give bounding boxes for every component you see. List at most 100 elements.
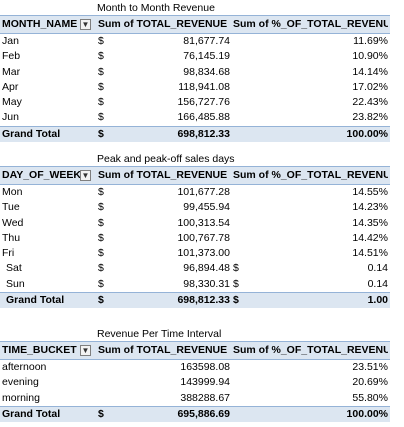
currency-symbol: $ — [98, 294, 104, 307]
table-row: Jun $166,485.88 23.82% — [0, 110, 390, 125]
day-label: Sat — [6, 262, 22, 275]
day-label: Tue — [2, 201, 20, 214]
revenue-value: 118,941.08 — [178, 80, 230, 93]
percent-value: 0.14 — [367, 277, 388, 290]
grand-total-row: Grand Total $695,886.69 100.00% — [0, 405, 390, 423]
currency-symbol: $ — [233, 277, 239, 290]
currency-symbol: $ — [98, 247, 104, 260]
percent-value: 22.43% — [352, 96, 388, 109]
table-row: Jan $81,677.74 11.69% — [0, 34, 390, 49]
currency-symbol: $ — [98, 50, 104, 63]
percent-value: 0.14 — [367, 262, 388, 275]
percent-value: 14.55% — [352, 186, 388, 198]
table-row: May $156,727.76 22.43% — [0, 95, 390, 110]
pivot-table-month: MONTH_NAME ▼ Sum of TOTAL_REVENUE Sum of… — [0, 15, 390, 143]
filter-dropdown-icon[interactable]: ▼ — [80, 170, 91, 181]
table-row: Thu $100,767.78 14.42% — [0, 231, 390, 246]
revenue-value: 96,894.48 — [183, 262, 230, 275]
currency-symbol: $ — [98, 216, 104, 229]
table-row: Feb $76,145.19 10.90% — [0, 49, 390, 64]
revenue-header: Sum of TOTAL_REVENUE — [98, 169, 228, 181]
percent-total: 1.00 — [367, 294, 388, 307]
table-row: evening 143999.94 20.69% — [0, 375, 390, 390]
percent-value: 14.14% — [352, 65, 388, 78]
currency-symbol: $ — [98, 65, 104, 78]
filter-dropdown-icon[interactable]: ▼ — [80, 345, 91, 356]
currency-symbol: $ — [98, 186, 104, 198]
percent-value: 23.51% — [352, 361, 388, 373]
grand-total-label: Grand Total — [6, 294, 65, 307]
percent-total: 100.00% — [346, 407, 388, 420]
percent-total: 100.00% — [346, 127, 388, 140]
revenue-value: 76,145.19 — [183, 50, 230, 63]
grand-total-row: Grand Total $698,812.33 $1.00 — [0, 292, 390, 309]
percent-value: 23.82% — [352, 111, 388, 124]
revenue-value: 143999.94 — [180, 376, 230, 389]
pivot-title-day: Peak and peak-off sales days — [97, 153, 235, 165]
currency-symbol: $ — [98, 35, 104, 47]
currency-symbol: $ — [98, 127, 104, 140]
table-row: morning 388288.67 55.80% — [0, 391, 390, 406]
revenue-header: Sum of TOTAL_REVENUE — [98, 18, 228, 30]
pivot-title-time: Revenue Per Time Interval — [97, 328, 222, 340]
revenue-total: 698,812.33 — [177, 127, 230, 140]
row-label-header: TIME_BUCKET — [2, 344, 77, 356]
revenue-value: 100,767.78 — [177, 231, 230, 244]
percent-value: 14.51% — [352, 247, 388, 260]
revenue-header: Sum of TOTAL_REVENUE — [98, 344, 228, 356]
percent-value: 10.90% — [352, 50, 388, 63]
currency-symbol: $ — [98, 231, 104, 244]
grand-total-label: Grand Total — [2, 407, 61, 420]
row-label-header: MONTH_NAME — [2, 18, 78, 30]
revenue-value: 81,677.74 — [183, 35, 230, 47]
header-row: MONTH_NAME ▼ Sum of TOTAL_REVENUE Sum of… — [0, 15, 390, 34]
table-row: Wed $100,313.54 14.35% — [0, 216, 390, 231]
grand-total-label: Grand Total — [2, 127, 61, 140]
table-row: Mar $98,834.68 14.14% — [0, 65, 390, 80]
revenue-value: 101,677.28 — [177, 186, 230, 198]
month-label: Jan — [2, 35, 19, 47]
table-row: Mon $101,677.28 14.55% — [0, 185, 390, 200]
currency-symbol: $ — [98, 96, 104, 109]
day-label: Fri — [2, 247, 15, 260]
table-row: Sun $98,330.31 $0.14 — [0, 277, 390, 292]
day-label: Mon — [2, 186, 23, 198]
percent-value: 14.42% — [352, 231, 388, 244]
revenue-value: 99,455.94 — [183, 201, 230, 214]
time-bucket-label: afternoon — [2, 361, 47, 373]
filter-dropdown-icon[interactable]: ▼ — [80, 19, 91, 30]
percent-header: Sum of %_OF_TOTAL_REVENUE — [233, 18, 388, 30]
currency-symbol: $ — [98, 277, 104, 290]
header-row: DAY_OF_WEEK ▼ Sum of TOTAL_REVENUE Sum o… — [0, 166, 390, 185]
day-label: Sun — [6, 277, 25, 290]
time-bucket-label: evening — [2, 376, 39, 389]
header-row: TIME_BUCKET ▼ Sum of TOTAL_REVENUE Sum o… — [0, 341, 390, 360]
table-row: Tue $99,455.94 14.23% — [0, 200, 390, 215]
currency-symbol: $ — [233, 294, 239, 307]
currency-symbol: $ — [98, 407, 104, 420]
currency-symbol: $ — [98, 80, 104, 93]
row-label-header: DAY_OF_WEEK — [2, 169, 81, 181]
pivot-title-month: Month to Month Revenue — [97, 2, 215, 14]
currency-symbol: $ — [98, 262, 104, 275]
revenue-value: 163598.08 — [180, 361, 230, 373]
percent-header: Sum of %_OF_TOTAL_REVENUE — [233, 344, 388, 356]
revenue-value: 156,727.76 — [177, 96, 230, 109]
table-row: Sat $96,894.48 $0.14 — [0, 261, 390, 276]
time-bucket-label: morning — [2, 391, 40, 404]
percent-value: 11.69% — [353, 35, 388, 47]
percent-header: Sum of %_OF_TOTAL_REVENUE — [233, 169, 388, 181]
month-label: May — [2, 96, 22, 109]
pivot-table-time: TIME_BUCKET ▼ Sum of TOTAL_REVENUE Sum o… — [0, 341, 390, 423]
day-label: Thu — [2, 231, 21, 244]
percent-value: 14.35% — [352, 216, 388, 229]
month-label: Feb — [2, 50, 21, 63]
currency-symbol: $ — [98, 201, 104, 214]
pivot-table-day: DAY_OF_WEEK ▼ Sum of TOTAL_REVENUE Sum o… — [0, 166, 390, 309]
table-row: afternoon 163598.08 23.51% — [0, 360, 390, 375]
day-label: Wed — [2, 216, 24, 229]
revenue-value: 388288.67 — [180, 391, 230, 404]
currency-symbol: $ — [233, 262, 239, 275]
percent-value: 55.80% — [352, 391, 388, 404]
revenue-total: 695,886.69 — [177, 407, 230, 420]
